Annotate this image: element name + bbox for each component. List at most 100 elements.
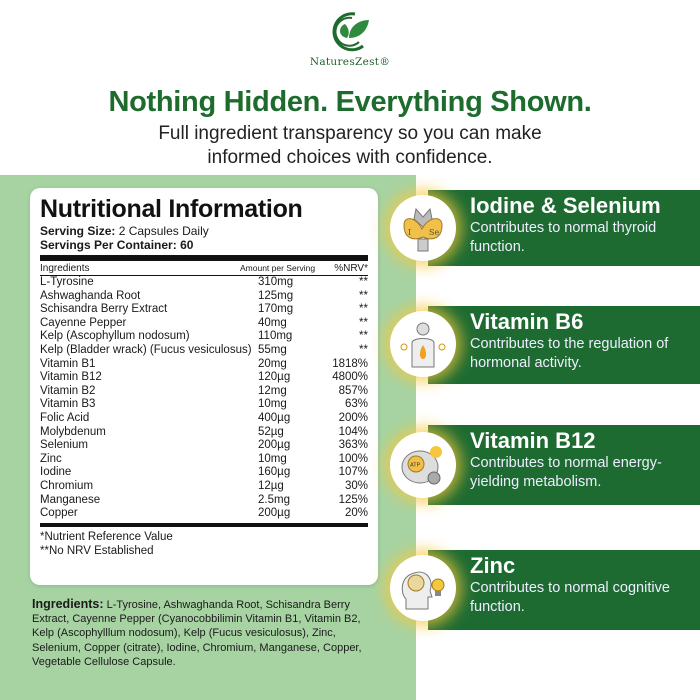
- table-header: Ingredients Amount per Serving %NRV*: [40, 261, 368, 276]
- ingredient-name: Zinc: [40, 452, 62, 465]
- nrv: **: [359, 289, 368, 302]
- atp-label: ATP: [410, 463, 421, 469]
- ingredient-name: Molybdenum: [40, 425, 106, 438]
- benefit-title: Vitamin B6: [470, 309, 584, 334]
- benefit-zinc: Zinc Contributes to normal cognitive fun…: [428, 550, 700, 630]
- amount: 2.5mg: [258, 493, 290, 506]
- table-row: Iodine 160µg 107%: [40, 466, 368, 480]
- benefit-vitamin-b6: Vitamin B6 Contributes to the regulation…: [428, 306, 700, 384]
- ingredient-name: Schisandra Berry Extract: [40, 303, 168, 316]
- table-row: Vitamin B1 20mg 1818%: [40, 358, 368, 372]
- amount: 170mg: [258, 303, 294, 316]
- benefit-title: Zinc: [470, 553, 516, 578]
- nrv: 857%: [338, 384, 368, 397]
- ingredient-name: Folic Acid: [40, 411, 90, 424]
- table-row: Schisandra Berry Extract 170mg **: [40, 303, 368, 317]
- benefit-title: Iodine & Selenium: [470, 193, 661, 218]
- nrv: 4800%: [332, 371, 368, 384]
- table-row: Manganese 2.5mg 125%: [40, 494, 368, 508]
- benefit-iodine-selenium: Iodine & Selenium Contributes to normal …: [428, 190, 700, 266]
- serving-size-label: Serving Size:: [40, 224, 116, 238]
- table-row: Copper 200µg 20%: [40, 507, 368, 521]
- header-nrv: %NRV*: [334, 262, 368, 274]
- ingredient-name: Iodine: [40, 466, 72, 479]
- ingredient-name: Copper: [40, 507, 78, 520]
- ingredients-list: Ingredients: L-Tyrosine, Ashwaghanda Roo…: [32, 597, 382, 669]
- ingredient-name: Cayenne Pepper: [40, 316, 127, 329]
- ingredient-name: Vitamin B3: [40, 398, 96, 411]
- brain-lightbulb-icon: [390, 555, 456, 621]
- amount: 125mg: [258, 289, 294, 302]
- table-row: Kelp (Ascophyllum nodosum) 110mg **: [40, 330, 368, 344]
- amount: 52µg: [258, 425, 284, 438]
- ingredient-name: Chromium: [40, 479, 94, 492]
- footnotes: *Nutrient Reference Value **No NRV Estab…: [40, 530, 368, 558]
- table-row: Ashwaghanda Root 125mg **: [40, 290, 368, 304]
- nrv: 200%: [338, 411, 368, 424]
- table-row: Folic Acid 400µg 200%: [40, 412, 368, 426]
- benefit-text: Contributes to the regulation of hormona…: [470, 336, 669, 371]
- table-row: Vitamin B3 10mg 63%: [40, 398, 368, 412]
- label-title: Nutritional Information: [40, 195, 303, 223]
- nrv: **: [359, 330, 368, 343]
- header-ingredients: Ingredients: [40, 262, 90, 274]
- table-row: L-Tyrosine 310mg **: [40, 276, 368, 290]
- leaf-logo-icon: [332, 12, 369, 52]
- benefit-vitamin-b12: Vitamin B12 Contributes to normal energy…: [428, 425, 700, 505]
- benefit-text: Contributes to normal thyroid function.: [470, 220, 657, 255]
- ingredient-name: Vitamin B1: [40, 357, 96, 370]
- nrv: 125%: [338, 493, 368, 506]
- benefit-text: Contributes to normal energy-yielding me…: [470, 455, 662, 490]
- nutrition-label: Nutritional Information Serving Size: 2 …: [30, 188, 378, 585]
- ingredient-name: Vitamin B12: [40, 371, 102, 384]
- subheadline-line-1: Full ingredient transparency so you can …: [158, 123, 542, 144]
- ingredient-name: Vitamin B2: [40, 384, 96, 397]
- footnote-no-nrv: **No NRV Established: [40, 544, 154, 557]
- atp-cell-icon: ATP: [390, 432, 456, 498]
- brand-logo: NaturesZest®: [300, 8, 400, 68]
- divider: [40, 255, 368, 261]
- table-row: Selenium 200µg 363%: [40, 439, 368, 453]
- amount: 160µg: [258, 466, 291, 479]
- servings-value: 60: [180, 238, 194, 252]
- nrv: **: [359, 276, 368, 288]
- amount: 12µg: [258, 479, 284, 492]
- headline: Nothing Hidden. Everything Shown.: [108, 86, 592, 118]
- subheadline: Full ingredient transparency so you can …: [0, 122, 700, 170]
- nrv: 30%: [344, 479, 368, 492]
- ingredients-text: L-Tyrosine, Ashwaghanda Root, Schisandra…: [32, 599, 362, 668]
- amount: 400µg: [258, 411, 291, 424]
- nrv: 363%: [338, 439, 368, 452]
- ingredient-name: Manganese: [40, 493, 101, 506]
- iodine-symbol: I: [408, 228, 411, 237]
- ingredient-name: Ashwaghanda Root: [40, 289, 141, 302]
- table-row: Cayenne Pepper 40mg **: [40, 317, 368, 331]
- amount: 55mg: [258, 343, 287, 356]
- table-row: Molybdenum 52µg 104%: [40, 426, 368, 440]
- nrv: **: [359, 316, 368, 329]
- benefit-text: Contributes to normal cognitive function…: [470, 580, 670, 615]
- ingredient-name: Selenium: [40, 439, 88, 452]
- table-row: Chromium 12µg 30%: [40, 480, 368, 494]
- table-row: Vitamin B2 12mg 857%: [40, 385, 368, 399]
- serving-size-value: 2 Capsules Daily: [118, 224, 209, 238]
- amount: 310mg: [258, 276, 294, 288]
- ingredient-name: Kelp (Ascophyllum nodosum): [40, 330, 190, 343]
- amount: 12mg: [258, 384, 287, 397]
- table-row: Kelp (Bladder wrack) (Fucus vesiculosus)…: [40, 344, 368, 358]
- amount: 20mg: [258, 357, 287, 370]
- brand-name: NaturesZest®: [309, 56, 391, 68]
- nrv: 100%: [338, 452, 368, 465]
- table-row: Vitamin B12 120µg 4800%: [40, 371, 368, 385]
- benefit-title: Vitamin B12: [470, 428, 596, 453]
- serving-size: Serving Size: 2 Capsules Daily: [40, 224, 368, 238]
- amount: 120µg: [258, 371, 291, 384]
- subheadline-line-2: informed choices with confidence.: [207, 147, 493, 168]
- nrv: **: [359, 303, 368, 316]
- header-amount: Amount per Serving: [240, 263, 316, 273]
- ingredients-label: Ingredients:: [32, 597, 104, 611]
- amount: 40mg: [258, 316, 287, 329]
- nrv: 104%: [338, 425, 368, 438]
- amount: 200µg: [258, 439, 291, 452]
- amount: 10mg: [258, 398, 287, 411]
